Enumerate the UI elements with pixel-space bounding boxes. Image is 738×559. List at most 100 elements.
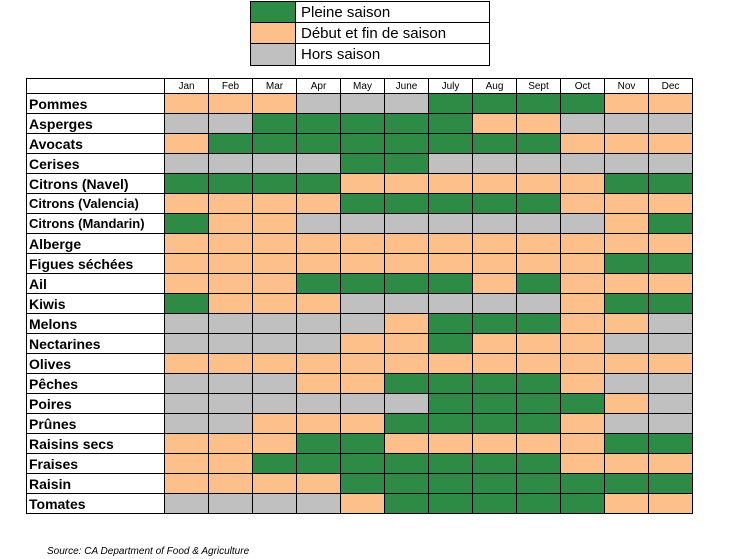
month-header-row: Jan Feb Mar Apr May June July Aug Sept Oct Nov Dec	[26, 78, 693, 94]
produce-name: Cerises	[26, 153, 165, 174]
produce-name: Raisins secs	[26, 433, 165, 454]
season-cell	[472, 173, 517, 194]
season-cell	[428, 353, 473, 374]
table-row: Raisin	[26, 473, 693, 494]
season-cell	[428, 333, 473, 354]
season-cell	[428, 433, 473, 454]
season-cell	[560, 493, 605, 514]
legend-swatch	[251, 2, 296, 22]
season-cell	[648, 273, 693, 294]
produce-name: Citrons (Valencia)	[26, 193, 165, 214]
season-cell	[208, 453, 253, 474]
season-cell	[164, 493, 209, 514]
season-cell	[560, 253, 605, 274]
season-cell	[208, 273, 253, 294]
table-row: Pommes	[26, 93, 693, 114]
season-cell	[252, 213, 297, 234]
season-cell	[340, 473, 385, 494]
season-cell	[516, 333, 561, 354]
season-cell	[428, 173, 473, 194]
table-row: Alberge	[26, 233, 693, 254]
season-cell	[208, 373, 253, 394]
season-cell	[516, 373, 561, 394]
season-cell	[164, 153, 209, 174]
season-cell	[384, 233, 429, 254]
month-label: Mar	[252, 78, 297, 94]
legend-label: Hors saison	[301, 46, 381, 63]
season-cell	[208, 133, 253, 154]
season-cell	[428, 473, 473, 494]
season-cell	[428, 493, 473, 514]
produce-name: Citrons (Navel)	[26, 173, 165, 194]
season-cell	[340, 353, 385, 374]
season-cell	[472, 193, 517, 214]
season-cell	[472, 433, 517, 454]
season-cell	[208, 233, 253, 254]
month-label: Oct	[560, 78, 605, 94]
season-cell	[648, 313, 693, 334]
season-cell	[164, 133, 209, 154]
produce-name: Citrons (Mandarin)	[26, 213, 165, 234]
season-cell	[252, 253, 297, 274]
legend-item: Début et fin de saison	[251, 23, 489, 44]
season-cell	[252, 273, 297, 294]
season-cell	[472, 493, 517, 514]
season-cell	[384, 313, 429, 334]
season-cell	[340, 293, 385, 314]
season-cell	[648, 353, 693, 374]
season-cell	[252, 133, 297, 154]
season-cell	[296, 473, 341, 494]
month-label: June	[384, 78, 429, 94]
table-row: Citrons (Mandarin)	[26, 213, 693, 234]
table-row: Figues séchées	[26, 253, 693, 274]
season-cell	[648, 193, 693, 214]
season-cell	[604, 173, 649, 194]
season-cell	[340, 133, 385, 154]
season-cell	[296, 493, 341, 514]
season-cell	[296, 193, 341, 214]
season-cell	[296, 313, 341, 334]
season-cell	[340, 193, 385, 214]
month-label: Aug	[472, 78, 517, 94]
season-cell	[164, 253, 209, 274]
season-cell	[472, 113, 517, 134]
season-cell	[472, 353, 517, 374]
season-cell	[560, 153, 605, 174]
season-cell	[516, 433, 561, 454]
season-cell	[516, 213, 561, 234]
season-cell	[604, 353, 649, 374]
season-cell	[296, 393, 341, 414]
season-cell	[164, 313, 209, 334]
season-cell	[472, 93, 517, 114]
season-cell	[252, 373, 297, 394]
season-cell	[384, 493, 429, 514]
season-cell	[428, 93, 473, 114]
season-cell	[384, 373, 429, 394]
season-cell	[516, 473, 561, 494]
season-cell	[472, 153, 517, 174]
season-cell	[648, 213, 693, 234]
season-cell	[428, 373, 473, 394]
season-cell	[208, 93, 253, 114]
season-cell	[472, 413, 517, 434]
season-cell	[296, 233, 341, 254]
season-cell	[604, 153, 649, 174]
season-cell	[384, 213, 429, 234]
header-corner	[26, 78, 165, 94]
season-cell	[252, 313, 297, 334]
season-cell	[384, 113, 429, 134]
season-cell	[164, 373, 209, 394]
season-cell	[560, 373, 605, 394]
season-cell	[604, 93, 649, 114]
season-cell	[340, 493, 385, 514]
season-cell	[516, 93, 561, 114]
season-cell	[648, 113, 693, 134]
season-cell	[516, 413, 561, 434]
season-cell	[252, 293, 297, 314]
season-cell	[296, 273, 341, 294]
season-cell	[384, 133, 429, 154]
season-cell	[472, 373, 517, 394]
season-cell	[560, 273, 605, 294]
month-label: Apr	[296, 78, 341, 94]
season-cell	[560, 193, 605, 214]
